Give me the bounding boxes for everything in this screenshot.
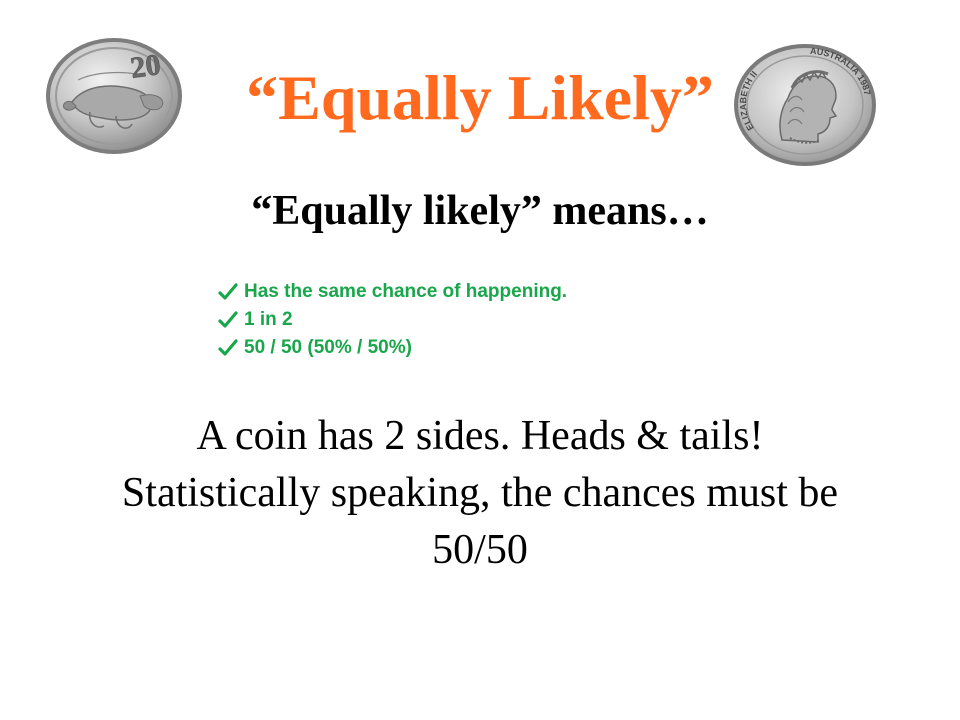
body-paragraph: A coin has 2 sides. Heads & tails! Stati…	[0, 408, 960, 579]
check-icon	[218, 339, 238, 356]
checklist-item: Has the same chance of happening.	[218, 278, 567, 306]
check-icon	[218, 283, 238, 300]
slide-title: “Equally Likely”	[246, 62, 714, 133]
definition-checklist: Has the same chance of happening. 1 in 2…	[218, 278, 567, 362]
coin-denomination: 20	[128, 48, 162, 85]
check-icon	[218, 311, 238, 328]
platypus-coin-image: 20	[44, 36, 184, 156]
checklist-item-text: 50 / 50 (50% / 50%)	[244, 337, 412, 358]
body-line: 50/50	[432, 527, 528, 573]
slide-subtitle: “Equally likely” means…	[251, 188, 709, 234]
platypus-20-cent-coin-icon: 20	[46, 38, 182, 154]
body-line: Statistically speaking, the chances must…	[121, 470, 839, 516]
queen-portrait-coin-icon: ELIZABETH II AUSTRALIA 1987	[734, 44, 876, 166]
body-line: A coin has 2 sides. Heads & tails!	[196, 413, 764, 459]
checklist-item-text: Has the same chance of happening.	[244, 281, 568, 302]
checklist-item: 1 in 2	[218, 306, 567, 334]
checklist-item-text: 1 in 2	[244, 309, 293, 330]
queen-coin-image: ELIZABETH II AUSTRALIA 1987	[732, 42, 878, 168]
checklist-item: 50 / 50 (50% / 50%)	[218, 334, 567, 362]
